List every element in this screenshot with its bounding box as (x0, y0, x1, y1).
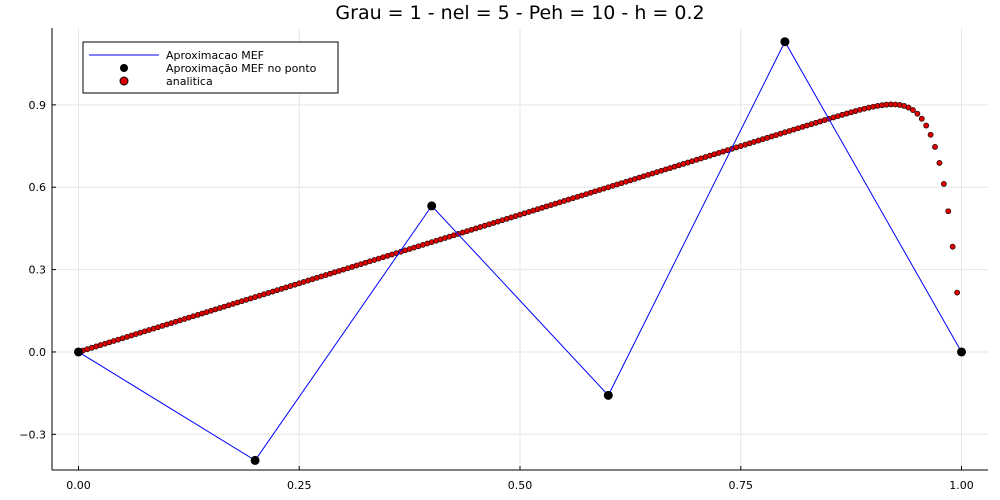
x-tick-label: 0.00 (66, 479, 91, 492)
x-tick-label: 0.75 (729, 479, 754, 492)
analitica-point (927, 131, 934, 138)
y-tick-label: 0.3 (29, 264, 47, 277)
analitica-point (954, 289, 960, 296)
y-tick-label: 0.6 (29, 181, 47, 194)
legend-red-marker (119, 76, 129, 86)
mef-node-point (957, 347, 967, 357)
mef-node-point (427, 201, 437, 211)
analitica-point (949, 243, 956, 250)
analitica-point (932, 144, 938, 150)
chart-title: Grau = 1 - nel = 5 - Peh = 10 - h = 0.2 (335, 2, 704, 24)
analitica-point (918, 115, 925, 122)
y-tick-label: −0.3 (19, 428, 46, 441)
grid (52, 28, 988, 470)
y-tick-label: 0.0 (29, 346, 47, 359)
analitica-point (923, 122, 930, 129)
legend: Aproximacao MEF Aproximação MEF no ponto… (82, 41, 339, 94)
mef-line (78, 40, 962, 462)
legend-label-mef: Aproximacao MEF (166, 49, 264, 62)
series-layer (73, 37, 967, 465)
legend-label-mef-ponto: Aproximação MEF no ponto (166, 62, 317, 75)
mef-node-point (780, 37, 790, 47)
axes (51, 28, 988, 471)
mef-node-point (603, 390, 613, 400)
x-tick-label: 0.25 (287, 479, 312, 492)
analitica-point (945, 208, 952, 215)
tick-labels: 0.00 0.25 0.50 0.75 1.00 −0.3 0.0 0.3 0.6 0.9 (19, 99, 973, 492)
analitica-point (936, 160, 943, 166)
y-tick-label: 0.9 (29, 99, 47, 112)
analitica-point (910, 107, 916, 113)
x-tick-label: 0.50 (508, 479, 533, 492)
mef-node-point (73, 347, 83, 357)
legend-label-analitica: analitica (166, 75, 213, 88)
analitica-point (914, 110, 921, 117)
mef-node-point (250, 455, 260, 465)
analitica-point (940, 181, 947, 187)
x-tick-label: 1.00 (949, 479, 974, 492)
legend-black-marker (120, 64, 128, 72)
analitica-point (905, 104, 912, 111)
